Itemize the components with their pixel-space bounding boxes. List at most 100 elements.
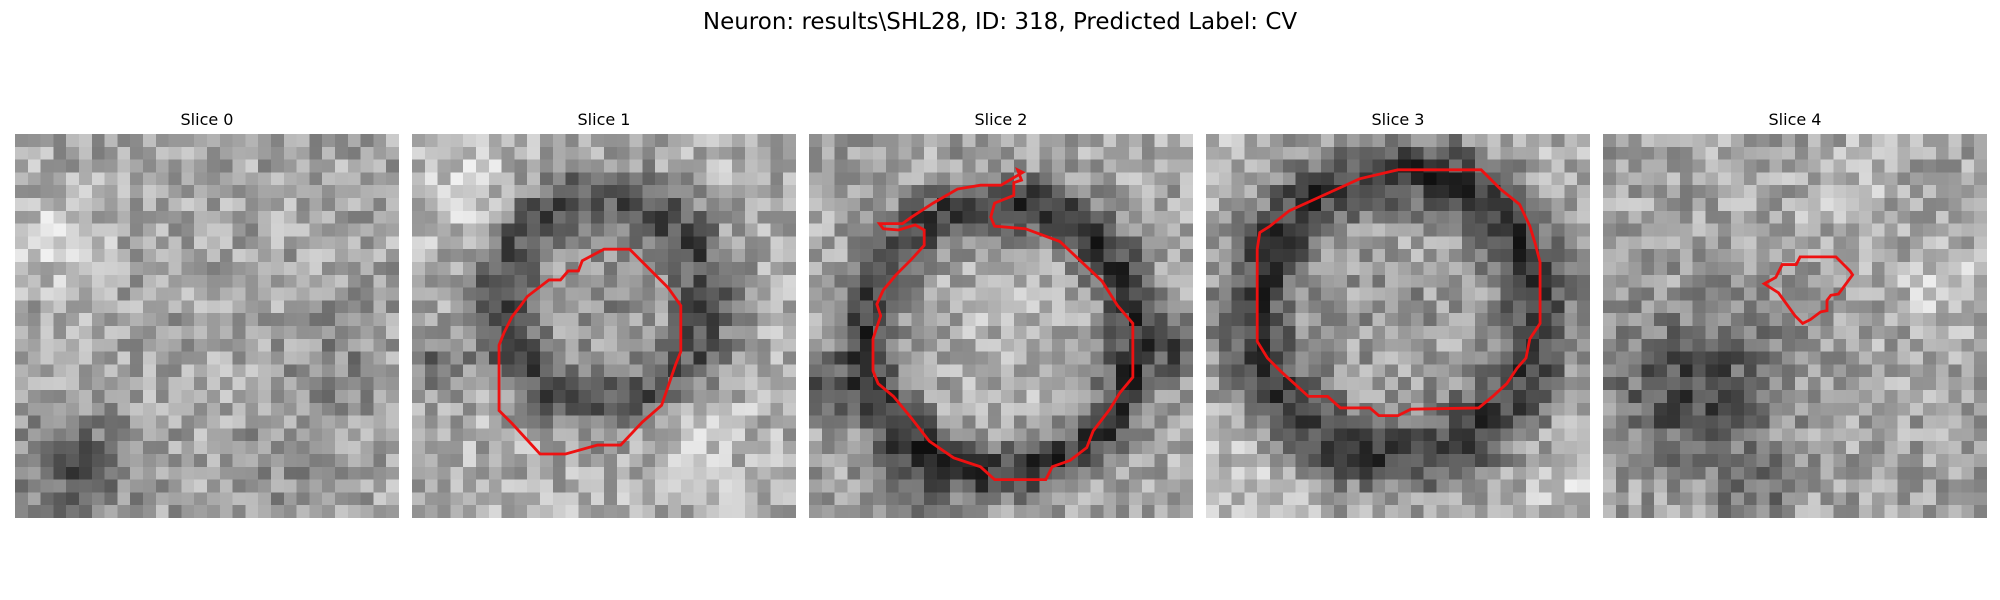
pixel [1757, 211, 1770, 224]
pixel [489, 236, 502, 249]
pixel [463, 467, 476, 480]
pixel [386, 300, 399, 313]
pixel [1769, 313, 1782, 326]
pixel [1744, 249, 1757, 262]
pixel [591, 172, 604, 185]
pixel [233, 262, 246, 275]
pixel [924, 249, 937, 262]
pixel [617, 480, 630, 493]
pixel [924, 326, 937, 339]
pixel [194, 224, 207, 237]
pixel [348, 441, 361, 454]
pixel [1795, 326, 1808, 339]
pixel [899, 198, 912, 211]
pixel [1513, 313, 1526, 326]
pixel [1142, 467, 1155, 480]
pixel [386, 480, 399, 493]
pixel [719, 172, 732, 185]
pixel [309, 262, 322, 275]
pixel [143, 390, 156, 403]
pixel [1885, 377, 1898, 390]
pixel [822, 377, 835, 390]
pixel [1795, 160, 1808, 173]
pixel [809, 224, 822, 237]
pixel [361, 467, 374, 480]
pixel [1564, 147, 1577, 160]
pixel [1078, 172, 1091, 185]
pixel [373, 416, 386, 429]
pixel [1539, 454, 1552, 467]
pixel [591, 505, 604, 518]
pixel [1449, 364, 1462, 377]
pixel [1961, 339, 1974, 352]
pixel [1206, 236, 1219, 249]
pixel [143, 467, 156, 480]
pixel [322, 505, 335, 518]
pixel [1385, 288, 1398, 301]
pixel [1757, 262, 1770, 275]
pixel [988, 172, 1001, 185]
pixel [937, 172, 950, 185]
pixel [1808, 480, 1821, 493]
pixel [1500, 339, 1513, 352]
pixel [1475, 211, 1488, 224]
pixel [591, 313, 604, 326]
pixel [527, 339, 540, 352]
pixel [373, 467, 386, 480]
pixel [412, 262, 425, 275]
pixel [194, 428, 207, 441]
pixel [1833, 403, 1846, 416]
pixel [373, 198, 386, 211]
pixel [1167, 505, 1180, 518]
pixel [1308, 441, 1321, 454]
pixel [335, 441, 348, 454]
pixel [1219, 249, 1232, 262]
pixel [348, 313, 361, 326]
pixel [822, 403, 835, 416]
pixel [1065, 224, 1078, 237]
pixel [1283, 147, 1296, 160]
pixel [1526, 134, 1539, 147]
pixel [1923, 300, 1936, 313]
pixel [1616, 249, 1629, 262]
pixel [361, 339, 374, 352]
pixel [66, 403, 79, 416]
pixel [1897, 480, 1910, 493]
pixel [1641, 262, 1654, 275]
pixel [105, 236, 118, 249]
pixel [591, 352, 604, 365]
pixel [181, 467, 194, 480]
pixel [1167, 377, 1180, 390]
pixel [1846, 185, 1859, 198]
pixel [1603, 160, 1616, 173]
pixel [1385, 492, 1398, 505]
pixel [1206, 326, 1219, 339]
pixel [1360, 377, 1373, 390]
pixel [1347, 364, 1360, 377]
pixel [886, 480, 899, 493]
pixel [1603, 236, 1616, 249]
pixel [937, 352, 950, 365]
pixel [1270, 185, 1283, 198]
pixel [950, 416, 963, 429]
pixel [1923, 492, 1936, 505]
pixel [438, 288, 451, 301]
pixel [1027, 288, 1040, 301]
pixel [1488, 364, 1501, 377]
pixel [1424, 352, 1437, 365]
pixel [284, 480, 297, 493]
pixel [822, 160, 835, 173]
pixel [1001, 390, 1014, 403]
pixel [1219, 147, 1232, 160]
pixel [1680, 249, 1693, 262]
pixel [1782, 416, 1795, 429]
pixel [1654, 211, 1667, 224]
pixel [489, 326, 502, 339]
pixel [886, 416, 899, 429]
pixel [694, 403, 707, 416]
pixel [732, 224, 745, 237]
pixel [783, 172, 796, 185]
pixel [1936, 288, 1949, 301]
pixel [1155, 505, 1168, 518]
pixel [386, 185, 399, 198]
